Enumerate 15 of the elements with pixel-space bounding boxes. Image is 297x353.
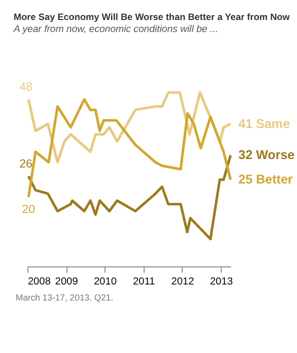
chart-title: More Say Economy Will Be Worse than Better a Year from Now	[14, 12, 291, 22]
x-tick-label: 2011	[132, 276, 156, 288]
x-tick-label: 2009	[55, 276, 78, 288]
x-tick-label: 2013	[210, 276, 234, 288]
chart-subtitle: A year from now, economic conditions will be ...	[12, 24, 218, 36]
text: 25 Better	[238, 172, 293, 187]
text: 32 Worse	[238, 148, 295, 162]
data-label: 20	[22, 202, 36, 216]
text: March 13-17, 2013. Q21.	[16, 292, 114, 303]
data-label: 48	[19, 80, 33, 94]
data-label: 26	[19, 157, 32, 170]
x-tick-label: 2008	[28, 276, 51, 288]
x-tick-label: 2010	[94, 276, 117, 288]
text: 41 Same	[238, 116, 290, 131]
x-tick-label: 2012	[171, 276, 194, 288]
